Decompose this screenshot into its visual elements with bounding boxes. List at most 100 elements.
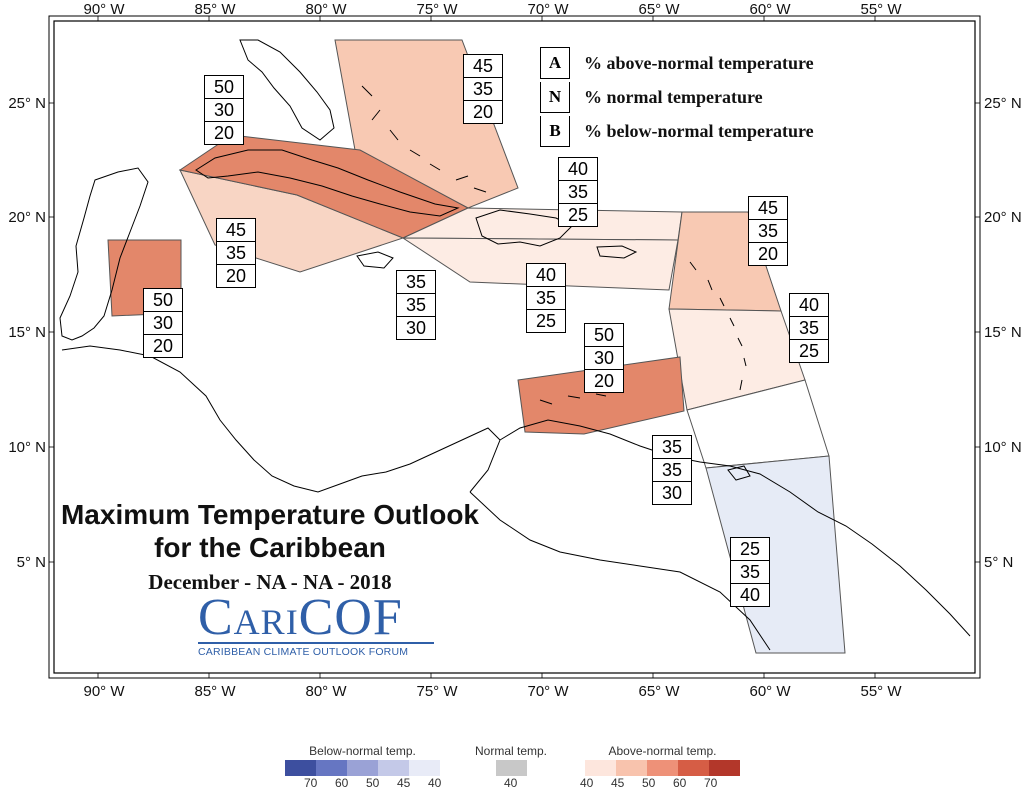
normal-value: 35 bbox=[731, 560, 769, 583]
key-row-above: A % above-normal temperature bbox=[540, 46, 814, 80]
key-letter: N bbox=[540, 81, 570, 113]
colorbar-label: 60 bbox=[335, 776, 349, 790]
below-normal-value: 30 bbox=[397, 316, 435, 339]
colorbar-label: 50 bbox=[366, 776, 380, 790]
bottom-axis-labels: 90° W 85° W 80° W 75° W 70° W 65° W 60° … bbox=[83, 683, 902, 700]
above-normal-value: 40 bbox=[567, 159, 589, 179]
logo-rule bbox=[198, 642, 434, 644]
bottom-axis-label: 80° W bbox=[305, 683, 347, 700]
key-text: % below-normal temperature bbox=[584, 120, 814, 141]
normal-value: 35 bbox=[749, 219, 787, 242]
colorbar-swatch bbox=[378, 760, 409, 776]
colorbar-swatch bbox=[709, 760, 740, 776]
below-normal-value: 20 bbox=[585, 369, 623, 392]
prob-box-trinidad: 35 35 30 bbox=[652, 435, 692, 505]
left-axis-label: 15° N bbox=[8, 324, 46, 341]
right-axis-label: 5° N bbox=[984, 554, 1013, 571]
prob-box-bahamas: 45 35 20 bbox=[463, 54, 503, 124]
normal-value: 35 bbox=[527, 286, 565, 309]
colorbar-swatches bbox=[466, 760, 556, 776]
logo-subtitle: CARIBBEAN CLIMATE OUTLOOK FORUM bbox=[198, 646, 409, 658]
prob-box-leeward: 45 35 20 bbox=[748, 196, 788, 266]
normal-value: 35 bbox=[559, 180, 597, 203]
right-axis-label: 15° N bbox=[984, 324, 1022, 341]
colorbar-swatch bbox=[678, 760, 709, 776]
colorbar-label: 40 bbox=[504, 776, 518, 790]
prob-box-hispaniola-south: 40 35 25 bbox=[526, 263, 566, 333]
normal-value: 30 bbox=[205, 98, 243, 121]
forecast-period: December - NA - NA - 2018 bbox=[148, 570, 392, 594]
colorbar-swatch bbox=[647, 760, 678, 776]
abc-islands-coast bbox=[539, 393, 607, 405]
jamaica-coast bbox=[356, 251, 394, 269]
normal-value: 35 bbox=[790, 316, 828, 339]
left-axis-label: 25° N bbox=[8, 95, 46, 112]
below-normal-value: 30 bbox=[653, 481, 691, 504]
map-title-line2: for the Caribbean bbox=[154, 532, 386, 563]
top-axis-label: 70° W bbox=[527, 1, 569, 18]
lesser-antilles bbox=[689, 261, 747, 391]
top-axis-label: 80° W bbox=[305, 1, 347, 18]
left-axis-labels: 25° N 20° N 15° N 10° N 5° N bbox=[8, 95, 46, 571]
puerto-rico-coast bbox=[596, 245, 638, 259]
colorbar-labels: 40 45 50 60 70 bbox=[580, 776, 745, 790]
colorbar-swatch bbox=[285, 760, 316, 776]
colorbar-labels: 70 60 50 45 40 bbox=[280, 776, 445, 790]
colorbar-label: 60 bbox=[673, 776, 687, 790]
colorbar-label: 45 bbox=[397, 776, 411, 790]
above-normal-value: 40 bbox=[798, 295, 820, 315]
colorbar-swatch bbox=[316, 760, 347, 776]
colorbar-label: 45 bbox=[611, 776, 625, 790]
map-outer-frame bbox=[48, 15, 981, 679]
colorbar-swatch bbox=[495, 760, 527, 776]
florida-coast bbox=[239, 39, 335, 141]
axis-ticks bbox=[49, 16, 980, 678]
colorbar-swatches bbox=[280, 760, 445, 776]
normal-value: 35 bbox=[653, 458, 691, 481]
logo-name: CariCOF bbox=[198, 589, 403, 646]
bottom-axis-label: 60° W bbox=[749, 683, 791, 700]
trinidad-coast bbox=[727, 465, 751, 481]
cuba-coast bbox=[195, 149, 460, 217]
top-axis-label: 75° W bbox=[416, 1, 458, 18]
below-normal-value: 20 bbox=[464, 100, 502, 123]
colorbar-swatch bbox=[347, 760, 378, 776]
normal-value: 35 bbox=[464, 77, 502, 100]
below-normal-value: 20 bbox=[205, 121, 243, 144]
colorbar-swatch bbox=[409, 760, 440, 776]
key-text: % above-normal temperature bbox=[584, 52, 814, 73]
south-america-coast bbox=[499, 419, 971, 637]
map-title-block: Maximum Temperature Outlook for the Cari… bbox=[60, 498, 480, 595]
top-axis-label: 65° W bbox=[638, 1, 680, 18]
key-letter: A bbox=[540, 47, 570, 79]
colorbar-title: Below-normal temp. bbox=[309, 744, 416, 758]
prob-box-hispaniola-north: 40 35 25 bbox=[558, 157, 598, 227]
key-text: % normal temperature bbox=[584, 86, 763, 107]
normal-value: 30 bbox=[585, 346, 623, 369]
normal-value: 35 bbox=[217, 241, 255, 264]
right-axis-labels: 25° N 20° N 15° N 10° N 5° N bbox=[984, 95, 1022, 571]
below-normal-value: 25 bbox=[527, 309, 565, 332]
colorbar-swatch bbox=[616, 760, 647, 776]
below-normal-value: 20 bbox=[217, 264, 255, 287]
prob-box-cayman-jamaica: 45 35 20 bbox=[216, 218, 256, 288]
colorbar-below: Below-normal temp. 70 60 50 45 40 bbox=[280, 744, 445, 790]
above-normal-value: 35 bbox=[405, 272, 427, 292]
key-letter: B bbox=[540, 115, 570, 147]
below-normal-value: 40 bbox=[731, 583, 769, 606]
top-axis-labels: 90° W 85° W 80° W 75° W 70° W 65° W 60° … bbox=[83, 1, 902, 18]
left-axis-label: 5° N bbox=[17, 554, 46, 571]
prob-box-windward: 40 35 25 bbox=[789, 293, 829, 363]
above-normal-value: 35 bbox=[661, 437, 683, 457]
colorbar-label: 40 bbox=[428, 776, 442, 790]
left-axis-label: 20° N bbox=[8, 209, 46, 226]
hispaniola-coast bbox=[475, 209, 573, 247]
key-row-normal: N % normal temperature bbox=[540, 80, 814, 114]
colorbar-title: Above-normal temp. bbox=[608, 744, 717, 758]
probability-key: A % above-normal temperature N % normal … bbox=[540, 46, 814, 148]
above-normal-value: 50 bbox=[152, 290, 174, 310]
below-normal-value: 25 bbox=[559, 203, 597, 226]
bottom-axis-label: 85° W bbox=[194, 683, 236, 700]
top-axis-label: 55° W bbox=[860, 1, 902, 18]
